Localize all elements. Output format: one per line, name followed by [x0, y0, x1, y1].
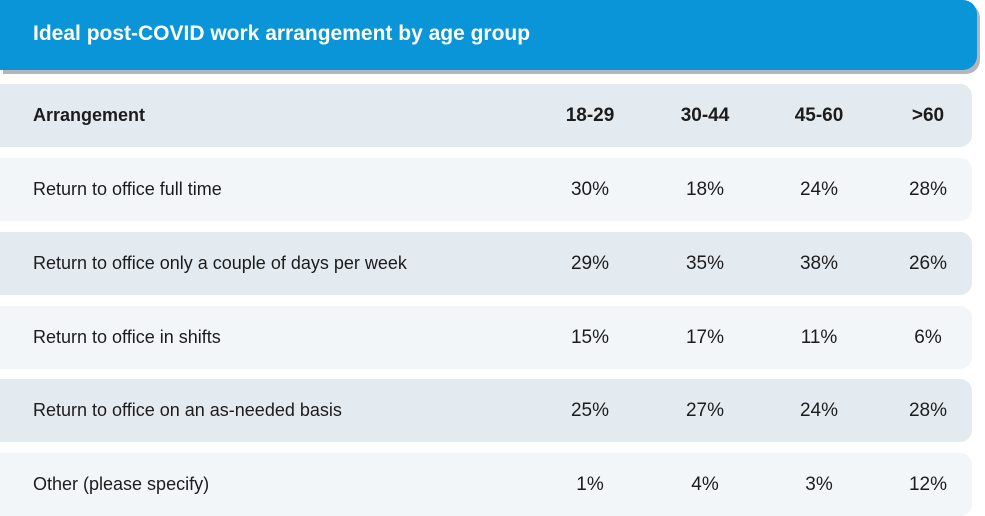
table-cell: 38% [799, 253, 839, 274]
table-title: Ideal post-COVID work arrangement by age… [33, 22, 531, 45]
header-age-30-44: 30-44 [680, 105, 730, 126]
table-cell: 35% [685, 253, 725, 274]
table-row: Return to office in shifts 15% 17% 11% 6… [0, 306, 972, 369]
row-label: Return to office in shifts [33, 327, 221, 347]
table-cell: 26% [908, 253, 948, 274]
table-cell: 6% [914, 327, 942, 348]
table-cell: 25% [570, 400, 610, 421]
table-cell: 30% [570, 179, 610, 200]
table-cell: 28% [908, 179, 948, 200]
table-row: Return to office only a couple of days p… [0, 232, 972, 295]
row-label: Return to office only a couple of days p… [33, 253, 407, 273]
table-cell: 15% [570, 327, 610, 348]
table-cell: 11% [800, 327, 838, 348]
table-cell: 29% [570, 253, 610, 274]
table-cell: 28% [908, 400, 948, 421]
table-cell: 24% [799, 400, 839, 421]
table-header-row: Arrangement 18-29 30-44 45-60 >60 [0, 84, 972, 147]
row-label: Return to office on an as-needed basis [33, 400, 342, 420]
row-label: Other (please specify) [33, 474, 210, 494]
table-cell: 4% [691, 474, 719, 495]
table-cell: 12% [908, 474, 948, 495]
table-cell: 18% [685, 179, 725, 200]
header-arrangement: Arrangement [33, 105, 146, 125]
table-row: Return to office on an as-needed basis 2… [0, 379, 972, 442]
table-row: Other (please specify) 1% 4% 3% 12% [0, 453, 972, 516]
table-cell: 1% [576, 474, 604, 495]
header-age-over-60: >60 [911, 105, 945, 126]
header-age-45-60: 45-60 [794, 105, 844, 126]
table-cell: 27% [685, 400, 725, 421]
row-label: Return to office full time [33, 179, 222, 199]
title-bar: Ideal post-COVID work arrangement by age… [0, 0, 977, 70]
table-cell: 17% [685, 327, 725, 348]
table-row: Return to office full time 30% 18% 24% 2… [0, 158, 972, 221]
table-cell: 3% [805, 474, 833, 495]
table-cell: 24% [799, 179, 839, 200]
header-age-18-29: 18-29 [565, 105, 615, 126]
